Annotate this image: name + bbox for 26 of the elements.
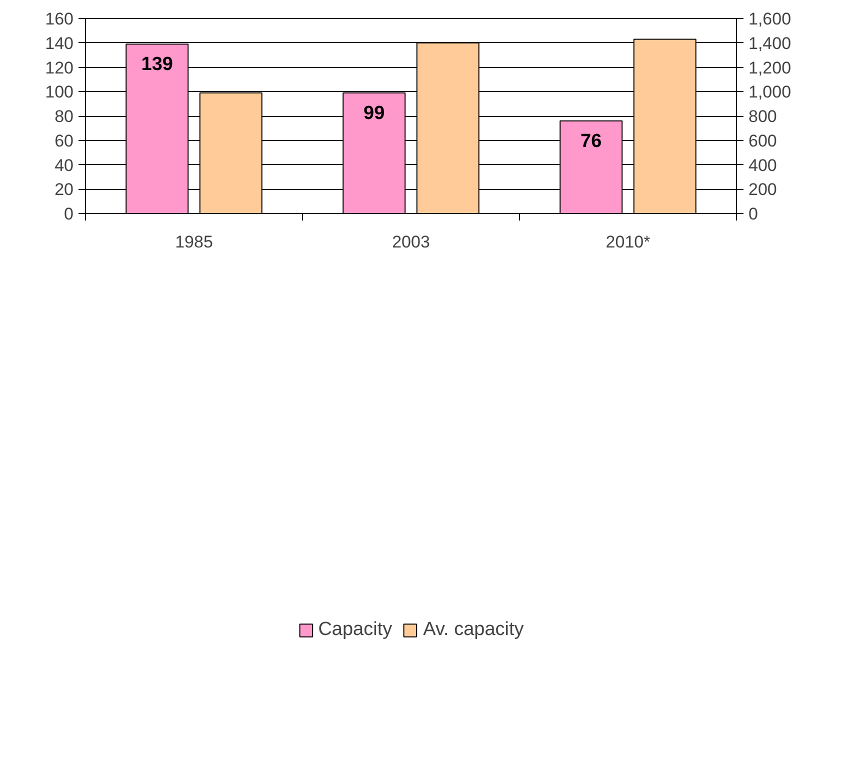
y-tick-label: 140 xyxy=(45,34,74,53)
y2-tick-label: 1,200 xyxy=(748,58,792,78)
x-tick-label: 2003 xyxy=(392,232,430,252)
y2-tick-label: 600 xyxy=(748,131,777,150)
data-label: 76 xyxy=(580,130,602,152)
y2-tick-label: 400 xyxy=(748,156,777,175)
x-tick-label: 2010* xyxy=(606,232,651,252)
y-tick-label: 60 xyxy=(54,131,74,150)
y-tick-label: 0 xyxy=(64,204,74,224)
y-tick-label: 160 xyxy=(45,10,74,28)
y-tick-label: 80 xyxy=(54,107,74,126)
y-tick-label: 20 xyxy=(54,180,74,200)
y2-tick-label: 800 xyxy=(748,107,777,126)
legend-label: Av. capacity xyxy=(423,618,524,640)
data-label: 139 xyxy=(141,54,173,76)
y2-tick-label: 0 xyxy=(748,204,758,224)
legend-label: Capacity xyxy=(318,618,392,640)
y2-tick-label: 1,600 xyxy=(748,10,792,28)
y-tick-label: 40 xyxy=(54,156,74,175)
y-tick-label: 100 xyxy=(45,82,74,102)
y-tick-label: 120 xyxy=(45,58,74,78)
y2-tick-label: 1,000 xyxy=(748,82,792,102)
data-label: 99 xyxy=(364,102,385,124)
y2-tick-label: 200 xyxy=(748,180,777,200)
x-tick-label: 1985 xyxy=(175,232,213,252)
y2-tick-label: 1,400 xyxy=(748,34,792,53)
